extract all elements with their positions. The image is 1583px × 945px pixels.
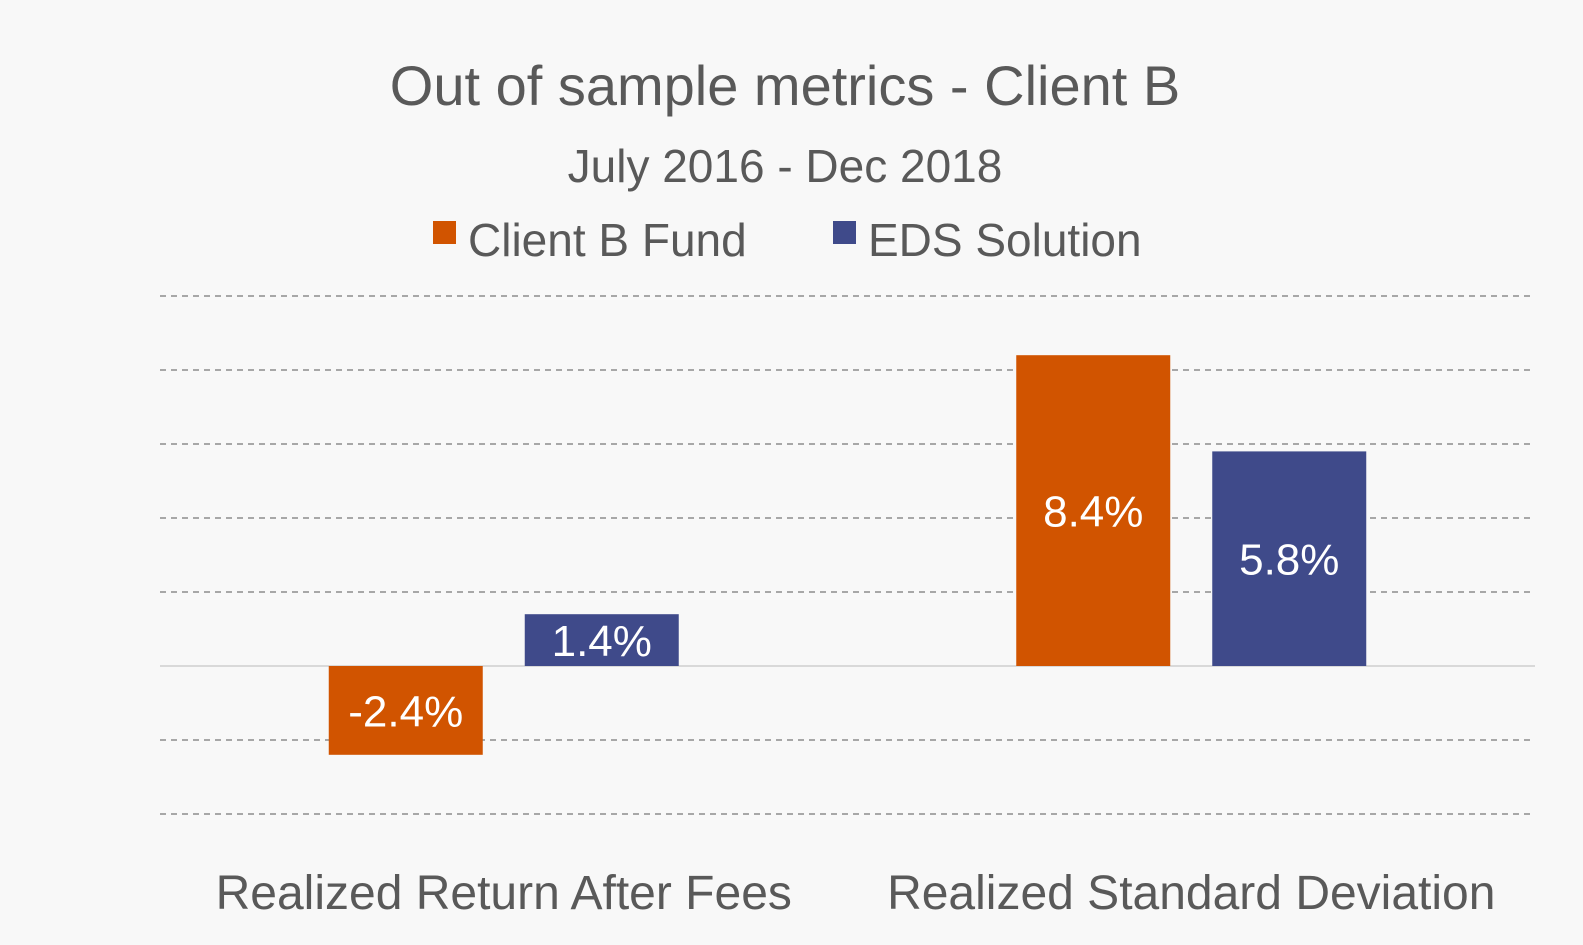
- legend-label-client-b-fund: Client B Fund: [468, 214, 747, 266]
- bars: [328, 355, 1367, 755]
- bar-eds-solution-0: [524, 614, 679, 666]
- category-labels: Realized Return After Fees Realized Stand…: [216, 867, 1496, 920]
- legend: Client B Fund EDS Solution: [433, 214, 1142, 266]
- chart-title: Out of sample metrics - Client B: [390, 54, 1180, 117]
- bar-eds-solution-1: [1212, 451, 1367, 666]
- legend-label-eds-solution: EDS Solution: [868, 214, 1142, 266]
- legend-swatch-client-b-fund: [433, 221, 456, 244]
- data-label: 8.4%: [1043, 488, 1143, 537]
- data-labels: -2.4% 1.4% 8.4% 5.8%: [348, 488, 1339, 737]
- category-label: Realized Return After Fees: [216, 867, 792, 920]
- chart-subtitle: July 2016 - Dec 2018: [568, 140, 1003, 192]
- data-label: 1.4%: [552, 617, 652, 666]
- category-label: Realized Standard Deviation: [887, 867, 1495, 920]
- bar-client-b-fund-1: [1016, 355, 1171, 666]
- data-label: 5.8%: [1239, 536, 1339, 585]
- legend-swatch-eds-solution: [833, 221, 856, 244]
- bar-client-b-fund-0: [328, 666, 483, 755]
- data-label: -2.4%: [348, 687, 463, 736]
